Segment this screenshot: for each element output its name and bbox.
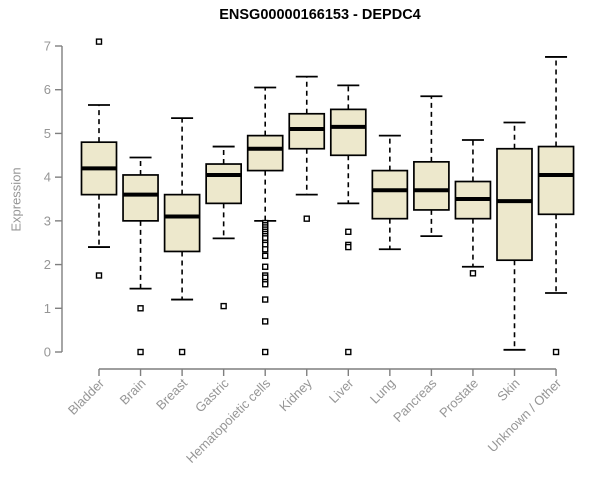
x-category-label: Prostate	[436, 376, 481, 421]
x-category-label: Brain	[117, 376, 149, 408]
box-brain	[122, 156, 159, 356]
outlier-marker	[345, 243, 352, 251]
outlier-marker	[262, 252, 269, 260]
outlier-marker	[262, 318, 269, 325]
box-skin	[496, 121, 533, 351]
y-tick-label: 0	[44, 345, 51, 360]
x-category-label: Kidney	[276, 375, 315, 414]
outlier-marker	[469, 270, 477, 277]
iqr-box	[329, 108, 367, 157]
box-prostate	[454, 139, 492, 277]
y-tick-label: 6	[44, 82, 51, 97]
outlier-marker	[95, 38, 103, 45]
outlier-marker	[552, 348, 560, 356]
x-category-label: Pancreas	[390, 375, 440, 425]
x-category-label: Liver	[326, 375, 357, 406]
y-tick-label: 2	[44, 257, 51, 272]
box-pancreas	[413, 95, 450, 238]
outlier-marker	[345, 348, 352, 356]
x-category-label: Gastric	[192, 375, 232, 415]
y-tick-label: 1	[44, 301, 51, 316]
outlier-marker	[220, 302, 227, 310]
box-gastric	[205, 145, 242, 310]
iqr-box	[288, 112, 326, 150]
y-axis-title: Expression	[8, 167, 24, 232]
box-liver	[329, 84, 367, 356]
box-breast	[163, 117, 201, 356]
y-tick-label: 3	[44, 213, 51, 228]
iqr-box	[496, 147, 533, 262]
outlier-marker	[137, 305, 144, 312]
box-unknown-other	[537, 56, 575, 356]
x-category-label: Skin	[494, 376, 522, 404]
outlier-marker	[262, 246, 269, 253]
iqr-box	[246, 134, 284, 172]
iqr-box	[537, 145, 575, 216]
iqr-box	[122, 174, 159, 222]
box-lung	[371, 134, 409, 251]
outlier-marker	[95, 272, 103, 279]
x-category-label: Bladder	[65, 375, 108, 418]
outlier-marker	[345, 228, 352, 235]
outlier-marker	[262, 263, 269, 270]
box-bladder	[80, 38, 118, 279]
outlier-marker	[178, 348, 186, 356]
outlier-marker	[262, 296, 269, 303]
iqr-box	[371, 169, 409, 220]
iqr-box	[163, 193, 201, 253]
outlier-marker	[262, 281, 269, 288]
x-category-label: Unknown / Other	[485, 375, 565, 455]
iqr-box	[413, 160, 450, 211]
x-category-label: Lung	[367, 376, 398, 407]
box-hematopoietic-cells	[246, 86, 284, 356]
y-axis: 0 1 2 3 4 5 6 7	[44, 39, 63, 360]
iqr-box	[205, 163, 242, 205]
outlier-marker	[303, 215, 310, 222]
outlier-marker	[262, 348, 269, 356]
box-kidney	[288, 75, 326, 222]
x-category-label: Breast	[153, 375, 190, 412]
chart-title: ENSG00000166153 - DEPDC4	[219, 7, 421, 23]
y-tick-label: 5	[44, 126, 51, 141]
y-tick-label: 7	[44, 39, 51, 54]
outlier-marker	[137, 348, 144, 356]
y-tick-label: 4	[44, 170, 51, 185]
